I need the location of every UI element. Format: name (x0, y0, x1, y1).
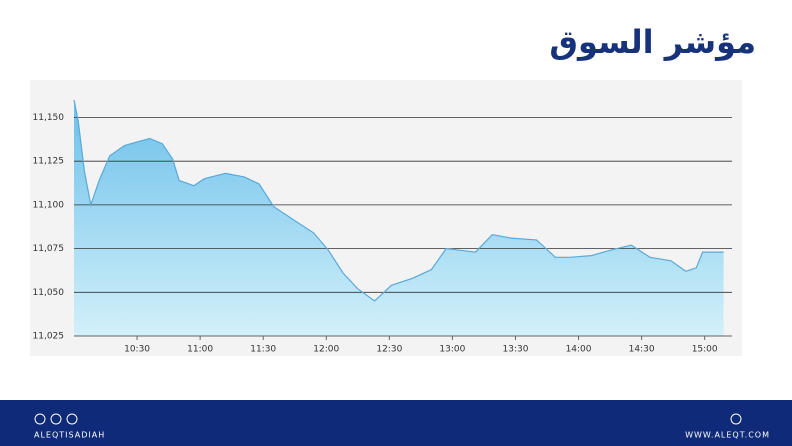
x-tick-label: 10:30 (124, 345, 150, 355)
social-icons (34, 413, 742, 425)
area-line (73, 99, 724, 302)
y-tick-label: 11,025 (33, 332, 65, 342)
x-tick-label: 13:30 (503, 345, 529, 355)
x-tick-label: 12:30 (376, 345, 402, 355)
footer-bar (0, 400, 792, 446)
x-tick-label: 11:00 (187, 345, 213, 355)
y-tick-label: 11,125 (33, 157, 65, 167)
y-tick-label: 11,050 (33, 288, 65, 298)
x-tick-label: 11:30 (250, 345, 276, 355)
footer-left: ALEQTISADIAH (34, 431, 105, 440)
x-tick-label: 15:00 (692, 345, 718, 355)
plot: 11,025 11,050 11,075 11,100 11,125 11,150 10:3… (33, 99, 732, 355)
x-tick-label: 12:00 (313, 345, 339, 355)
x-tick-label: 13:00 (439, 345, 465, 355)
x-tick-label: 14:00 (566, 345, 592, 355)
y-tick-label: 11,150 (33, 113, 65, 123)
y-tick-label: 11,100 (33, 200, 65, 210)
x-tick-label: 14:30 (629, 345, 655, 355)
footer-right: WWW.ALEQT.COM (685, 431, 770, 440)
y-tick-label: 11,075 (33, 244, 65, 254)
area-fill (74, 100, 724, 336)
chart-title: مؤشر السوق (549, 23, 756, 61)
